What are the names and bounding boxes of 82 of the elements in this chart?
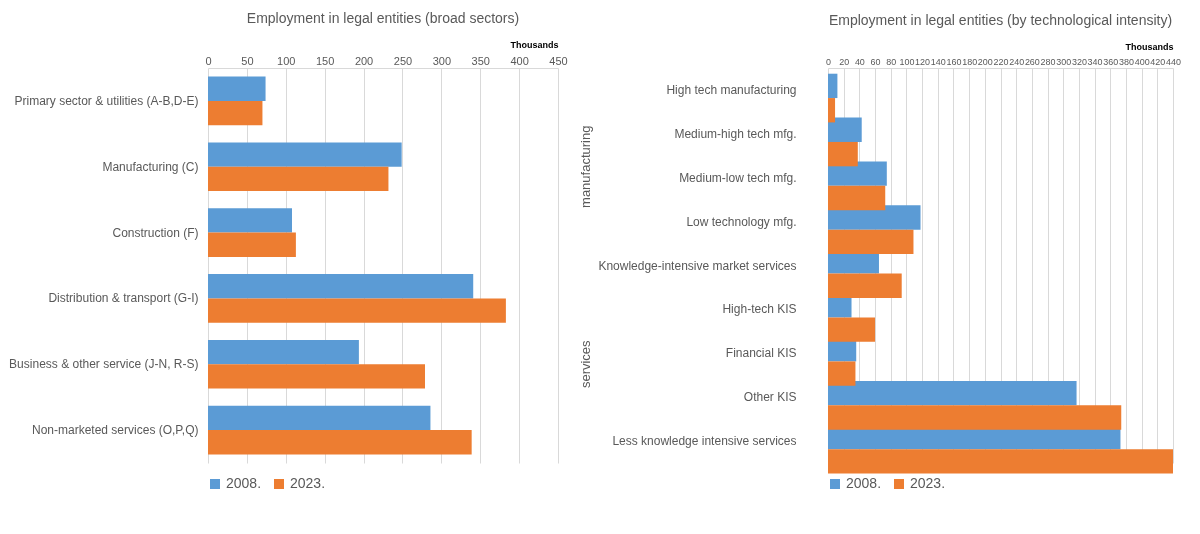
x-tick-label: 150 [315,54,335,67]
y-tick-label: Primary sector & utilities (A-B,D-E) [14,93,199,108]
x-axis-title: Thousands [510,39,559,50]
y-tick-label: Manufacturing (C) [102,159,199,174]
x-tick-label: 260 [1024,56,1040,67]
x-tick-label: 400 [510,54,529,67]
x-tick-label: 100 [277,54,296,67]
x-axis-title: Thousands [1125,41,1174,52]
x-tick-label: 120 [915,56,931,67]
bar [828,449,1173,474]
x-tick-label: 160 [946,56,962,67]
bar [828,380,1077,406]
chart-title: Employment in legal entities (broad sectors) [246,10,520,26]
x-tick-label: 360 [1103,56,1119,67]
bar [208,430,472,455]
bar [828,73,838,99]
bar [828,361,856,386]
bar [208,166,389,192]
bar [828,317,876,342]
legend-label: 2023. [290,475,326,491]
x-tick-label: 350 [471,54,490,67]
y-tick-label: Other KIS [743,390,797,405]
x-tick-label: 320 [1071,56,1087,67]
x-tick-label: 100 [899,56,915,67]
x-tick-label: 440 [1166,56,1181,67]
legend-label: 2008. [226,475,262,491]
x-tick-label: 140 [930,56,946,67]
bar [208,100,263,126]
bar [208,339,359,365]
y-tick-label: High tech manufacturing [666,82,797,97]
x-tick-label: 420 [1150,56,1166,67]
y-tick-label: Non-marketed services (O,P,Q) [32,423,199,438]
bar [208,208,292,233]
bar [208,405,431,431]
x-tick-label: 180 [962,56,978,67]
x-tick-label: 200 [354,54,374,67]
bar [208,232,296,257]
bar [828,273,902,298]
legend-label: 2008. [846,475,882,491]
x-tick-label: 340 [1087,56,1103,67]
x-tick-label: 50 [241,54,254,67]
x-tick-label: 60 [870,56,881,67]
bar [208,76,266,101]
bar [208,142,402,167]
text: manufacturing [578,125,593,208]
bar [828,117,862,142]
x-tick-label: 0 [826,56,832,67]
bar [828,98,836,123]
x-tick-label: 250 [393,54,413,67]
y-tick-label: Business & other service (J-N, R-S) [9,357,199,372]
bar [828,229,914,255]
x-tick-label: 0 [205,54,212,67]
bar [208,364,425,389]
x-tick-label: 300 [1056,56,1072,67]
chart-title: Employment in legal entities (by technological intensity) [828,12,1173,28]
x-tick-label: 20 [839,56,850,67]
y-tick-label: Medium-high tech mfg. [674,126,797,141]
x-tick-label: 400 [1134,56,1150,67]
y-tick-label: Financial KIS [725,346,797,361]
y-tick-label: Distribution & transport (G-I) [48,291,199,306]
bar [208,298,506,323]
text: services [578,339,593,389]
legend-label: 2023. [910,475,946,491]
y-tick-label: Knowledge-intensive market services [598,258,797,273]
x-tick-label: 300 [432,54,452,67]
x-tick-label: 240 [1009,56,1025,67]
y-tick-label: Low technology mfg. [686,214,797,229]
y-tick-label: High-tech KIS [722,302,797,317]
x-tick-label: 450 [549,54,568,67]
x-tick-label: 380 [1118,56,1134,67]
y-tick-label: Construction (F) [112,225,199,240]
bar [828,185,886,211]
x-tick-label: 80 [886,56,897,67]
x-tick-label: 220 [993,56,1009,67]
bar [828,141,858,167]
x-tick-label: 280 [1040,56,1056,67]
bar [208,274,474,299]
y-tick-label: Less knowledge intensive services [612,434,797,449]
x-tick-label: 40 [854,56,865,67]
bar [828,405,1122,430]
x-tick-label: 200 [977,56,993,67]
y-tick-label: Medium-low tech mfg. [679,170,797,185]
